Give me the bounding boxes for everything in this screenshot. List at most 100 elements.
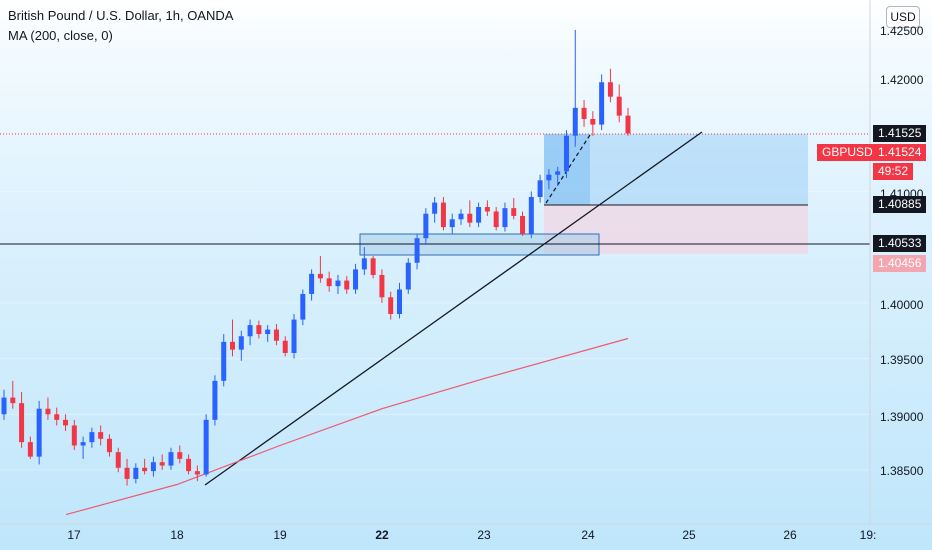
candle-body: [449, 219, 455, 228]
candle: [344, 276, 350, 294]
candles: [1, 29, 631, 486]
candle: [1, 389, 7, 420]
candle: [309, 269, 315, 301]
candle: [616, 84, 622, 123]
time-tick-label: 24: [581, 528, 595, 542]
candle: [124, 458, 130, 486]
candle: [484, 200, 490, 216]
time-tick-label: 19:: [859, 528, 877, 542]
symbol-title[interactable]: British Pound / U.S. Dollar, 1h, OANDA: [8, 8, 234, 23]
candle-body: [563, 135, 569, 172]
candle-body: [493, 211, 499, 228]
time-tick-label: 18: [170, 528, 184, 542]
candle: [89, 427, 95, 448]
candle: [212, 375, 218, 426]
candle-body: [36, 408, 42, 457]
candle-body: [203, 419, 209, 475]
indicator-legend[interactable]: MA (200, close, 0): [8, 28, 113, 43]
moving-average-line[interactable]: [65, 337, 629, 516]
candle: [63, 414, 69, 431]
candle: [476, 202, 482, 228]
price-tick-label: 1.42000: [880, 73, 924, 87]
currency-button[interactable]: USD: [886, 6, 920, 28]
candle: [159, 454, 165, 470]
candle: [432, 197, 438, 223]
candle-body: [520, 215, 526, 234]
candle: [71, 419, 77, 450]
candle-body: [273, 329, 279, 341]
time-tick-label: 17: [67, 528, 81, 542]
candle-body: [124, 467, 130, 479]
candle-body: [98, 432, 104, 439]
candle-body: [150, 462, 156, 472]
level-tag[interactable]: 1.40885: [873, 196, 927, 213]
candle-body: [300, 293, 306, 320]
level-tag[interactable]: 1.40533: [873, 235, 927, 252]
candle-body: [63, 419, 69, 426]
candle-body: [440, 202, 446, 228]
countdown-tag: 49:52: [873, 163, 914, 180]
candle: [36, 400, 42, 465]
candle: [405, 258, 411, 294]
candle-body: [326, 278, 332, 287]
price-tick-label: 1.42500: [880, 24, 924, 38]
candle: [177, 445, 183, 464]
candle: [54, 407, 60, 426]
candle-body: [282, 340, 288, 353]
candle-body: [414, 238, 420, 263]
candle: [221, 334, 227, 387]
candle-body: [476, 207, 482, 223]
candle: [555, 166, 561, 186]
candle: [230, 319, 236, 357]
candle-body: [168, 452, 174, 466]
candle: [106, 434, 112, 457]
candle: [300, 289, 306, 326]
candle-body: [1, 397, 7, 415]
trend-line[interactable]: [204, 131, 703, 486]
candle: [27, 436, 33, 459]
candle-body: [238, 336, 244, 350]
candle: [563, 130, 569, 179]
candle: [10, 380, 16, 409]
candle: [528, 191, 534, 239]
candle: [115, 447, 121, 473]
candle-body: [27, 442, 33, 457]
candle: [282, 336, 288, 357]
candle: [511, 198, 517, 220]
candle-body: [80, 442, 86, 446]
candle: [572, 29, 578, 147]
candle: [449, 213, 455, 234]
candle-body: [546, 174, 552, 181]
candle: [98, 425, 104, 446]
candle-body: [344, 280, 350, 290]
candle-body: [537, 180, 543, 197]
price-tick-label: 1.39500: [880, 353, 924, 367]
candle-body: [291, 319, 297, 353]
candle: [150, 456, 156, 477]
candle-body: [353, 269, 359, 290]
candle-body: [265, 329, 271, 335]
time-tick-label: 25: [682, 528, 696, 542]
candle-body: [396, 289, 402, 314]
candle-body: [379, 275, 385, 298]
candle-body: [607, 82, 613, 97]
position-profit-zone[interactable]: [544, 134, 808, 205]
candle-body: [467, 213, 473, 223]
level-tag[interactable]: 1.40456: [873, 255, 927, 272]
candle: [396, 282, 402, 319]
candle: [203, 414, 209, 477]
candle-body: [432, 202, 438, 214]
candle-body: [309, 273, 315, 294]
candle: [317, 256, 323, 283]
candle-body: [115, 452, 121, 468]
time-tick-label: 23: [477, 528, 491, 542]
time-tick-label: 26: [783, 528, 797, 542]
candle-body: [106, 438, 112, 453]
candle-body: [194, 471, 200, 475]
candle: [19, 392, 25, 448]
candle-body: [230, 341, 236, 350]
candle: [265, 325, 271, 342]
level-tag[interactable]: 1.41525: [873, 125, 927, 142]
